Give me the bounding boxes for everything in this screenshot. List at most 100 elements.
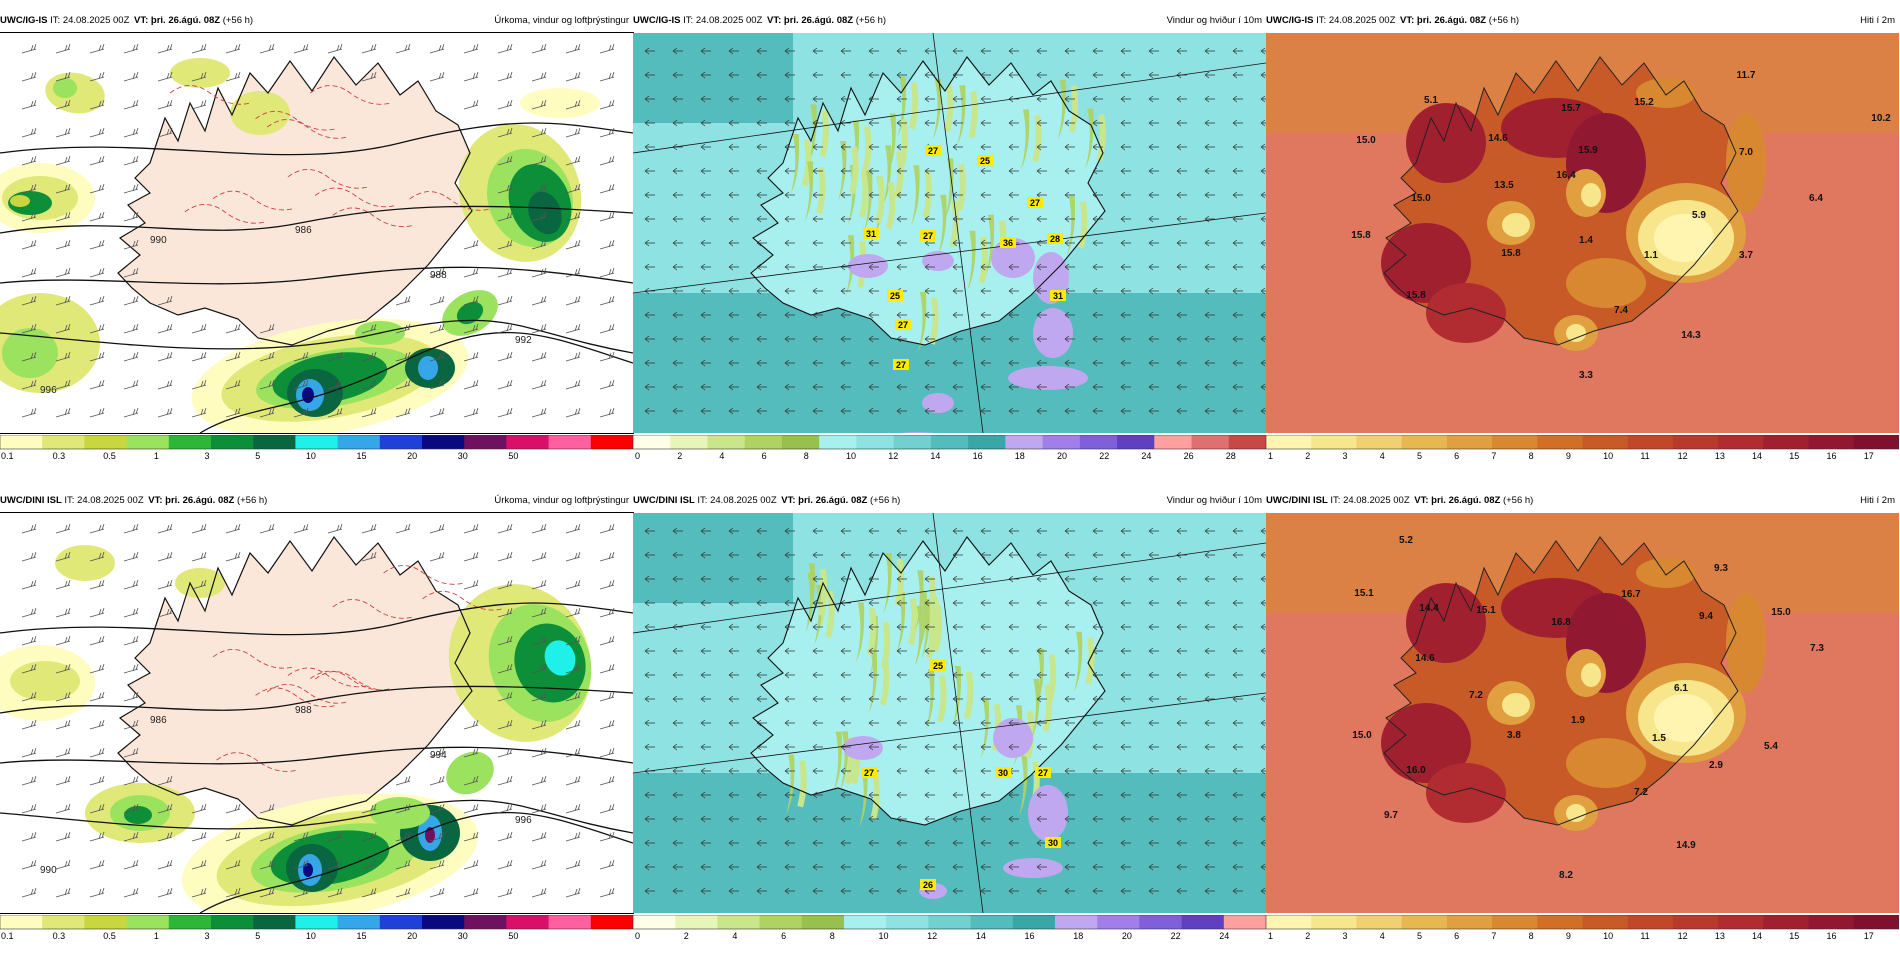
temp-contour (212, 190, 294, 211)
wind-barb (497, 239, 513, 250)
wind-arrow (924, 839, 935, 847)
wind-arrow (756, 143, 767, 151)
wind-barb (599, 887, 615, 898)
wind-arrow (1148, 695, 1159, 703)
temperature-value: 15.0 (1356, 135, 1376, 146)
wind-arrow (672, 119, 683, 127)
wind-barb (565, 351, 581, 362)
wind-barb (531, 351, 547, 362)
wind-arrow (1036, 647, 1047, 655)
wind-arrow (1120, 191, 1131, 199)
init-time: 24.08.2025 00Z (695, 15, 763, 26)
gust-label-box (861, 767, 877, 778)
temperature-value: 15.8 (1501, 248, 1521, 259)
wind-barb (565, 663, 581, 674)
colorbar-tick-label: 26 (1184, 451, 1194, 461)
temp-contour (266, 119, 348, 139)
wind-arrow (1036, 791, 1047, 799)
wind-barb (55, 43, 71, 54)
wind-barb (463, 351, 479, 362)
cool-area (1502, 213, 1530, 237)
colorbar-segment (893, 435, 932, 449)
colorbar-frame (1266, 435, 1899, 450)
wind-arrow (980, 575, 991, 583)
wind-barb (191, 99, 207, 110)
wind-barb (259, 379, 275, 390)
precip-area (520, 88, 600, 118)
wind-barb (55, 351, 71, 362)
colorbar-segment (1228, 435, 1266, 449)
wind-barb (497, 831, 513, 842)
graticule (633, 513, 1266, 913)
wind-arrow (868, 167, 879, 175)
wind-arrow (644, 311, 655, 319)
wind-arrow (728, 71, 739, 79)
wind-arrow (840, 335, 851, 343)
wind-arrow (700, 863, 711, 871)
wind-arrow (952, 383, 963, 391)
wind-arrow (700, 743, 711, 751)
temperature-value: 15.1 (1354, 588, 1374, 599)
wind-barb (157, 607, 173, 618)
wind-barb (531, 379, 547, 390)
wind-barb (565, 211, 581, 222)
gust-label-box (930, 660, 946, 671)
wind-barb (191, 551, 207, 562)
wind-barb (395, 379, 411, 390)
wind-barb (361, 859, 377, 870)
wind-barb (293, 831, 309, 842)
wind-barb (497, 859, 513, 870)
wind-arrow (700, 71, 711, 79)
wind-arrow (1036, 383, 1047, 391)
wind-arrow (924, 791, 935, 799)
wind-arrow (1204, 527, 1215, 535)
wind-arrow (1120, 119, 1131, 127)
temperature-value: 1.9 (1571, 715, 1585, 726)
wind-barb (599, 803, 615, 814)
wind-arrow (1008, 191, 1019, 199)
wind-barb (497, 719, 513, 730)
wind-barb (157, 295, 173, 306)
wind-barb (497, 183, 513, 194)
wind-arrow (924, 191, 935, 199)
wind-arrow (1176, 839, 1187, 847)
wind-arrow (1176, 791, 1187, 799)
wind-arrow (1260, 863, 1266, 871)
wind-barb (21, 155, 37, 166)
wind-band (898, 119, 909, 167)
wind-arrow (756, 551, 767, 559)
wind-arrow (896, 407, 907, 415)
wind-arrow (1176, 527, 1187, 535)
wind-arrow (784, 671, 795, 679)
wind-arrow (868, 527, 879, 535)
colorbar-tick-label: 16 (973, 451, 983, 461)
wind-arrow (896, 551, 907, 559)
wind-band (806, 563, 816, 624)
wind-barb (565, 239, 581, 250)
wind-arrow (1232, 623, 1243, 631)
gust-area (1003, 858, 1063, 878)
colorbar-segment (1266, 915, 1312, 929)
wind-barb (327, 831, 343, 842)
colorbar-segment (633, 435, 671, 449)
wind-barb (531, 155, 547, 166)
colorbar-tick-label: 20 (1122, 931, 1132, 941)
wind-arrow (756, 527, 767, 535)
wind-barb (497, 607, 513, 618)
wind-arrow (1148, 407, 1159, 415)
wind-arrow (1260, 263, 1266, 271)
wind-barb (21, 267, 37, 278)
wind-arrow (756, 743, 767, 751)
sea-strong-wind (633, 513, 793, 603)
wind-barb (599, 551, 615, 562)
wind-arrow (784, 119, 795, 127)
gust-label-box (1047, 233, 1063, 244)
wind-arrow (728, 887, 739, 895)
panel-title: UWC/DINI ISL IT: 24.08.2025 00Z VT: þri.… (1266, 493, 1899, 509)
wind-arrow (1092, 743, 1103, 751)
wind-barb (89, 663, 105, 674)
colorbar-segment (1853, 435, 1899, 449)
wind-arrow (728, 647, 739, 655)
colorbar-tick-label: 2 (677, 451, 682, 461)
wind-arrow (1176, 263, 1187, 271)
